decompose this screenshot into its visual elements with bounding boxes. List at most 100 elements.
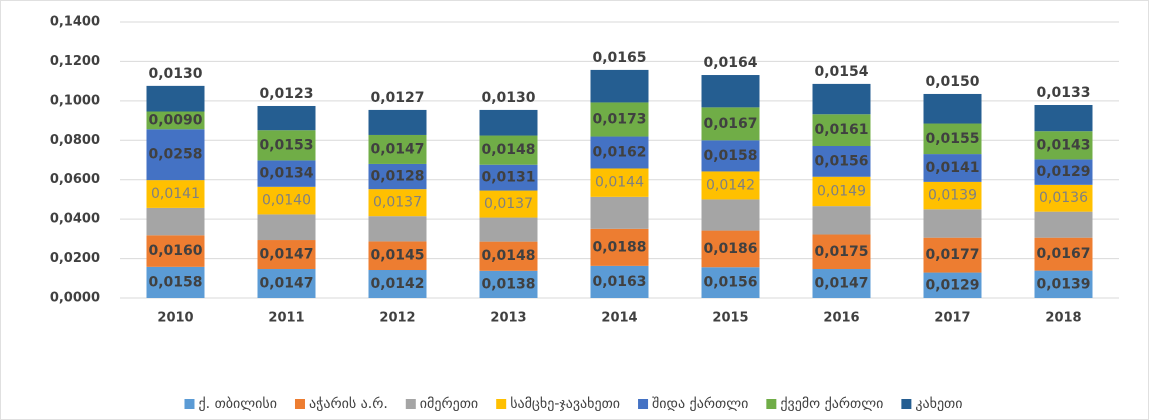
data-label: 0,0127 bbox=[370, 90, 424, 106]
data-label: 0,0123 bbox=[259, 86, 313, 102]
x-tick-label: 2015 bbox=[712, 311, 748, 326]
bar-segment bbox=[146, 180, 205, 208]
bar-segment bbox=[368, 270, 427, 298]
bar-segment bbox=[368, 109, 427, 135]
data-label: 0,0156 bbox=[814, 153, 868, 169]
data-label: 0,0138 bbox=[481, 276, 535, 292]
data-label: 0,0140 bbox=[262, 193, 311, 209]
data-label: 0,0164 bbox=[703, 55, 757, 71]
data-label: 0,0149 bbox=[817, 183, 866, 199]
x-tick-label: 2018 bbox=[1045, 311, 1081, 326]
y-tick-label: 0,0400 bbox=[50, 212, 100, 227]
bar-segment bbox=[368, 163, 427, 190]
legend-label: აჭარის ა.რ. bbox=[309, 395, 388, 412]
y-tick-label: 0,0800 bbox=[50, 133, 100, 148]
data-label: 0,0134 bbox=[259, 166, 313, 182]
bar-segment bbox=[701, 107, 760, 141]
bar-segment bbox=[257, 160, 316, 187]
bar-segment bbox=[1034, 211, 1093, 238]
bar-segment bbox=[146, 266, 205, 298]
data-label: 0,0148 bbox=[481, 142, 535, 158]
data-label: 0,0128 bbox=[370, 169, 424, 185]
data-label: 0,0131 bbox=[481, 170, 535, 186]
data-label: 0,0129 bbox=[925, 277, 979, 293]
data-label: 0,0158 bbox=[148, 274, 202, 290]
bar-segment bbox=[701, 171, 760, 200]
bar-segment bbox=[257, 269, 316, 298]
legend-label: ქ. თბილისი bbox=[198, 396, 277, 412]
bar-segment bbox=[479, 217, 538, 242]
y-tick-label: 0,1200 bbox=[50, 54, 100, 69]
legend-swatch bbox=[901, 399, 912, 409]
x-tick-label: 2016 bbox=[823, 311, 859, 326]
bar-segment bbox=[257, 214, 316, 241]
bar-segment bbox=[923, 181, 982, 210]
x-tick-label: 2010 bbox=[157, 311, 193, 326]
data-label: 0,0148 bbox=[481, 248, 535, 264]
data-label: 0,0167 bbox=[703, 116, 757, 132]
data-label: 0,0139 bbox=[928, 188, 977, 204]
bar-segment bbox=[923, 93, 982, 124]
bar-segment bbox=[479, 109, 538, 136]
legend-label: კახეთი bbox=[915, 396, 962, 412]
bar-segment bbox=[590, 196, 649, 229]
bar-segment bbox=[701, 267, 760, 298]
data-label: 0,0175 bbox=[814, 244, 868, 260]
bar-segment bbox=[368, 134, 427, 164]
bar-segment bbox=[479, 241, 538, 271]
bar-segment bbox=[479, 270, 538, 298]
bar-segment bbox=[1034, 104, 1093, 132]
bar-segment bbox=[257, 240, 316, 270]
bar-segment bbox=[590, 168, 649, 197]
data-label: 0,0188 bbox=[592, 239, 646, 255]
legend-swatch bbox=[184, 399, 195, 409]
bar-segment bbox=[146, 129, 205, 181]
bar-segment bbox=[479, 164, 538, 191]
data-label: 0,0147 bbox=[814, 276, 868, 292]
data-label: 0,0163 bbox=[592, 274, 646, 290]
legend-label: სამცხე-ჯავახეთი bbox=[510, 396, 620, 412]
bar-segment bbox=[701, 140, 760, 172]
y-tick-label: 0,1400 bbox=[50, 15, 100, 30]
x-tick-label: 2012 bbox=[379, 311, 415, 326]
data-label: 0,0141 bbox=[925, 160, 979, 176]
data-label: 0,0139 bbox=[1036, 276, 1090, 292]
data-label: 0,0177 bbox=[925, 247, 979, 263]
bar-segment bbox=[146, 235, 205, 267]
bar-segment bbox=[1034, 184, 1093, 212]
data-label: 0,0154 bbox=[814, 64, 868, 80]
data-label: 0,0136 bbox=[1039, 190, 1088, 206]
data-label: 0,0133 bbox=[1036, 85, 1090, 101]
bar-segment bbox=[590, 265, 649, 298]
y-tick-label: 0,1000 bbox=[50, 93, 100, 108]
bar-segment bbox=[812, 176, 871, 207]
data-label: 0,0258 bbox=[148, 147, 202, 163]
data-label: 0,0090 bbox=[148, 112, 202, 128]
legend-label: შიდა ქართლი bbox=[652, 395, 748, 412]
bar-segment bbox=[812, 146, 871, 177]
bar-segment bbox=[146, 85, 205, 112]
x-tick-label: 2017 bbox=[934, 311, 970, 326]
legend-label: იმერეთი bbox=[420, 395, 478, 412]
bar-segment bbox=[812, 83, 871, 115]
bar-segment bbox=[1034, 270, 1093, 298]
x-tick-label: 2014 bbox=[601, 311, 637, 326]
data-label: 0,0155 bbox=[925, 131, 979, 147]
legend-swatch bbox=[496, 399, 507, 409]
data-label: 0,0158 bbox=[703, 148, 757, 164]
data-label: 0,0145 bbox=[370, 248, 424, 264]
data-label: 0,0156 bbox=[703, 275, 757, 291]
bar-segment bbox=[701, 75, 760, 108]
data-label: 0,0150 bbox=[925, 74, 979, 90]
bar-segment bbox=[812, 206, 871, 235]
y-tick-label: 0,0600 bbox=[50, 172, 100, 187]
data-label: 0,0173 bbox=[592, 111, 646, 127]
bar-segment bbox=[701, 230, 760, 268]
bar-segment bbox=[257, 105, 316, 131]
bar-segment bbox=[923, 209, 982, 238]
bar-segment bbox=[257, 186, 316, 215]
bar-segment bbox=[1034, 237, 1093, 271]
bar-segment bbox=[1034, 131, 1093, 160]
bar-segment bbox=[923, 123, 982, 155]
